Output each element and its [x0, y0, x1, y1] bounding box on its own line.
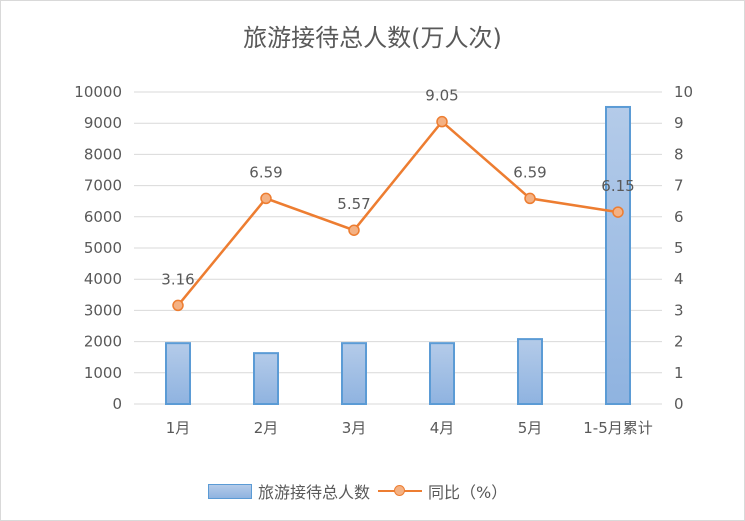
svg-text:5月: 5月 [518, 419, 543, 437]
svg-text:3: 3 [674, 301, 684, 319]
svg-text:5000: 5000 [84, 239, 122, 257]
svg-text:9: 9 [674, 114, 684, 132]
legend: 旅游接待总人数 同比（%） [208, 479, 507, 503]
svg-text:3月: 3月 [342, 419, 367, 437]
svg-text:10000: 10000 [74, 83, 122, 101]
svg-text:7000: 7000 [84, 177, 122, 195]
svg-text:3000: 3000 [84, 301, 122, 319]
chart-title: 旅游接待总人数(万人次) [243, 24, 502, 52]
svg-text:0: 0 [112, 395, 122, 413]
svg-text:0: 0 [674, 395, 684, 413]
svg-text:4月: 4月 [430, 419, 455, 437]
svg-text:7: 7 [674, 177, 684, 195]
svg-text:3.16: 3.16 [161, 270, 194, 288]
svg-text:6.59: 6.59 [249, 163, 282, 181]
legend-line-marker-icon [378, 481, 423, 501]
svg-text:1月: 1月 [166, 419, 191, 437]
svg-text:4000: 4000 [84, 270, 122, 288]
svg-text:1: 1 [674, 364, 684, 382]
svg-text:9000: 9000 [84, 114, 122, 132]
svg-text:6.59: 6.59 [513, 163, 546, 181]
svg-text:9.05: 9.05 [425, 87, 458, 105]
legend-bar-swatch-icon [208, 483, 252, 499]
svg-text:8: 8 [674, 145, 684, 163]
svg-text:2: 2 [674, 333, 684, 351]
svg-text:6000: 6000 [84, 208, 122, 226]
svg-text:5: 5 [674, 239, 684, 257]
svg-text:5.57: 5.57 [337, 195, 370, 213]
svg-text:8000: 8000 [84, 145, 122, 163]
svg-text:6: 6 [674, 208, 684, 226]
svg-text:6.15: 6.15 [601, 177, 634, 195]
svg-text:10: 10 [674, 83, 693, 101]
svg-text:2月: 2月 [254, 419, 279, 437]
svg-text:2000: 2000 [84, 333, 122, 351]
legend-bar-label: 旅游接待总人数 [258, 483, 371, 502]
svg-text:4: 4 [674, 270, 684, 288]
svg-text:1-5月累计: 1-5月累计 [583, 419, 653, 437]
legend-line-label: 同比（%） [428, 483, 508, 502]
svg-text:1000: 1000 [84, 364, 122, 382]
